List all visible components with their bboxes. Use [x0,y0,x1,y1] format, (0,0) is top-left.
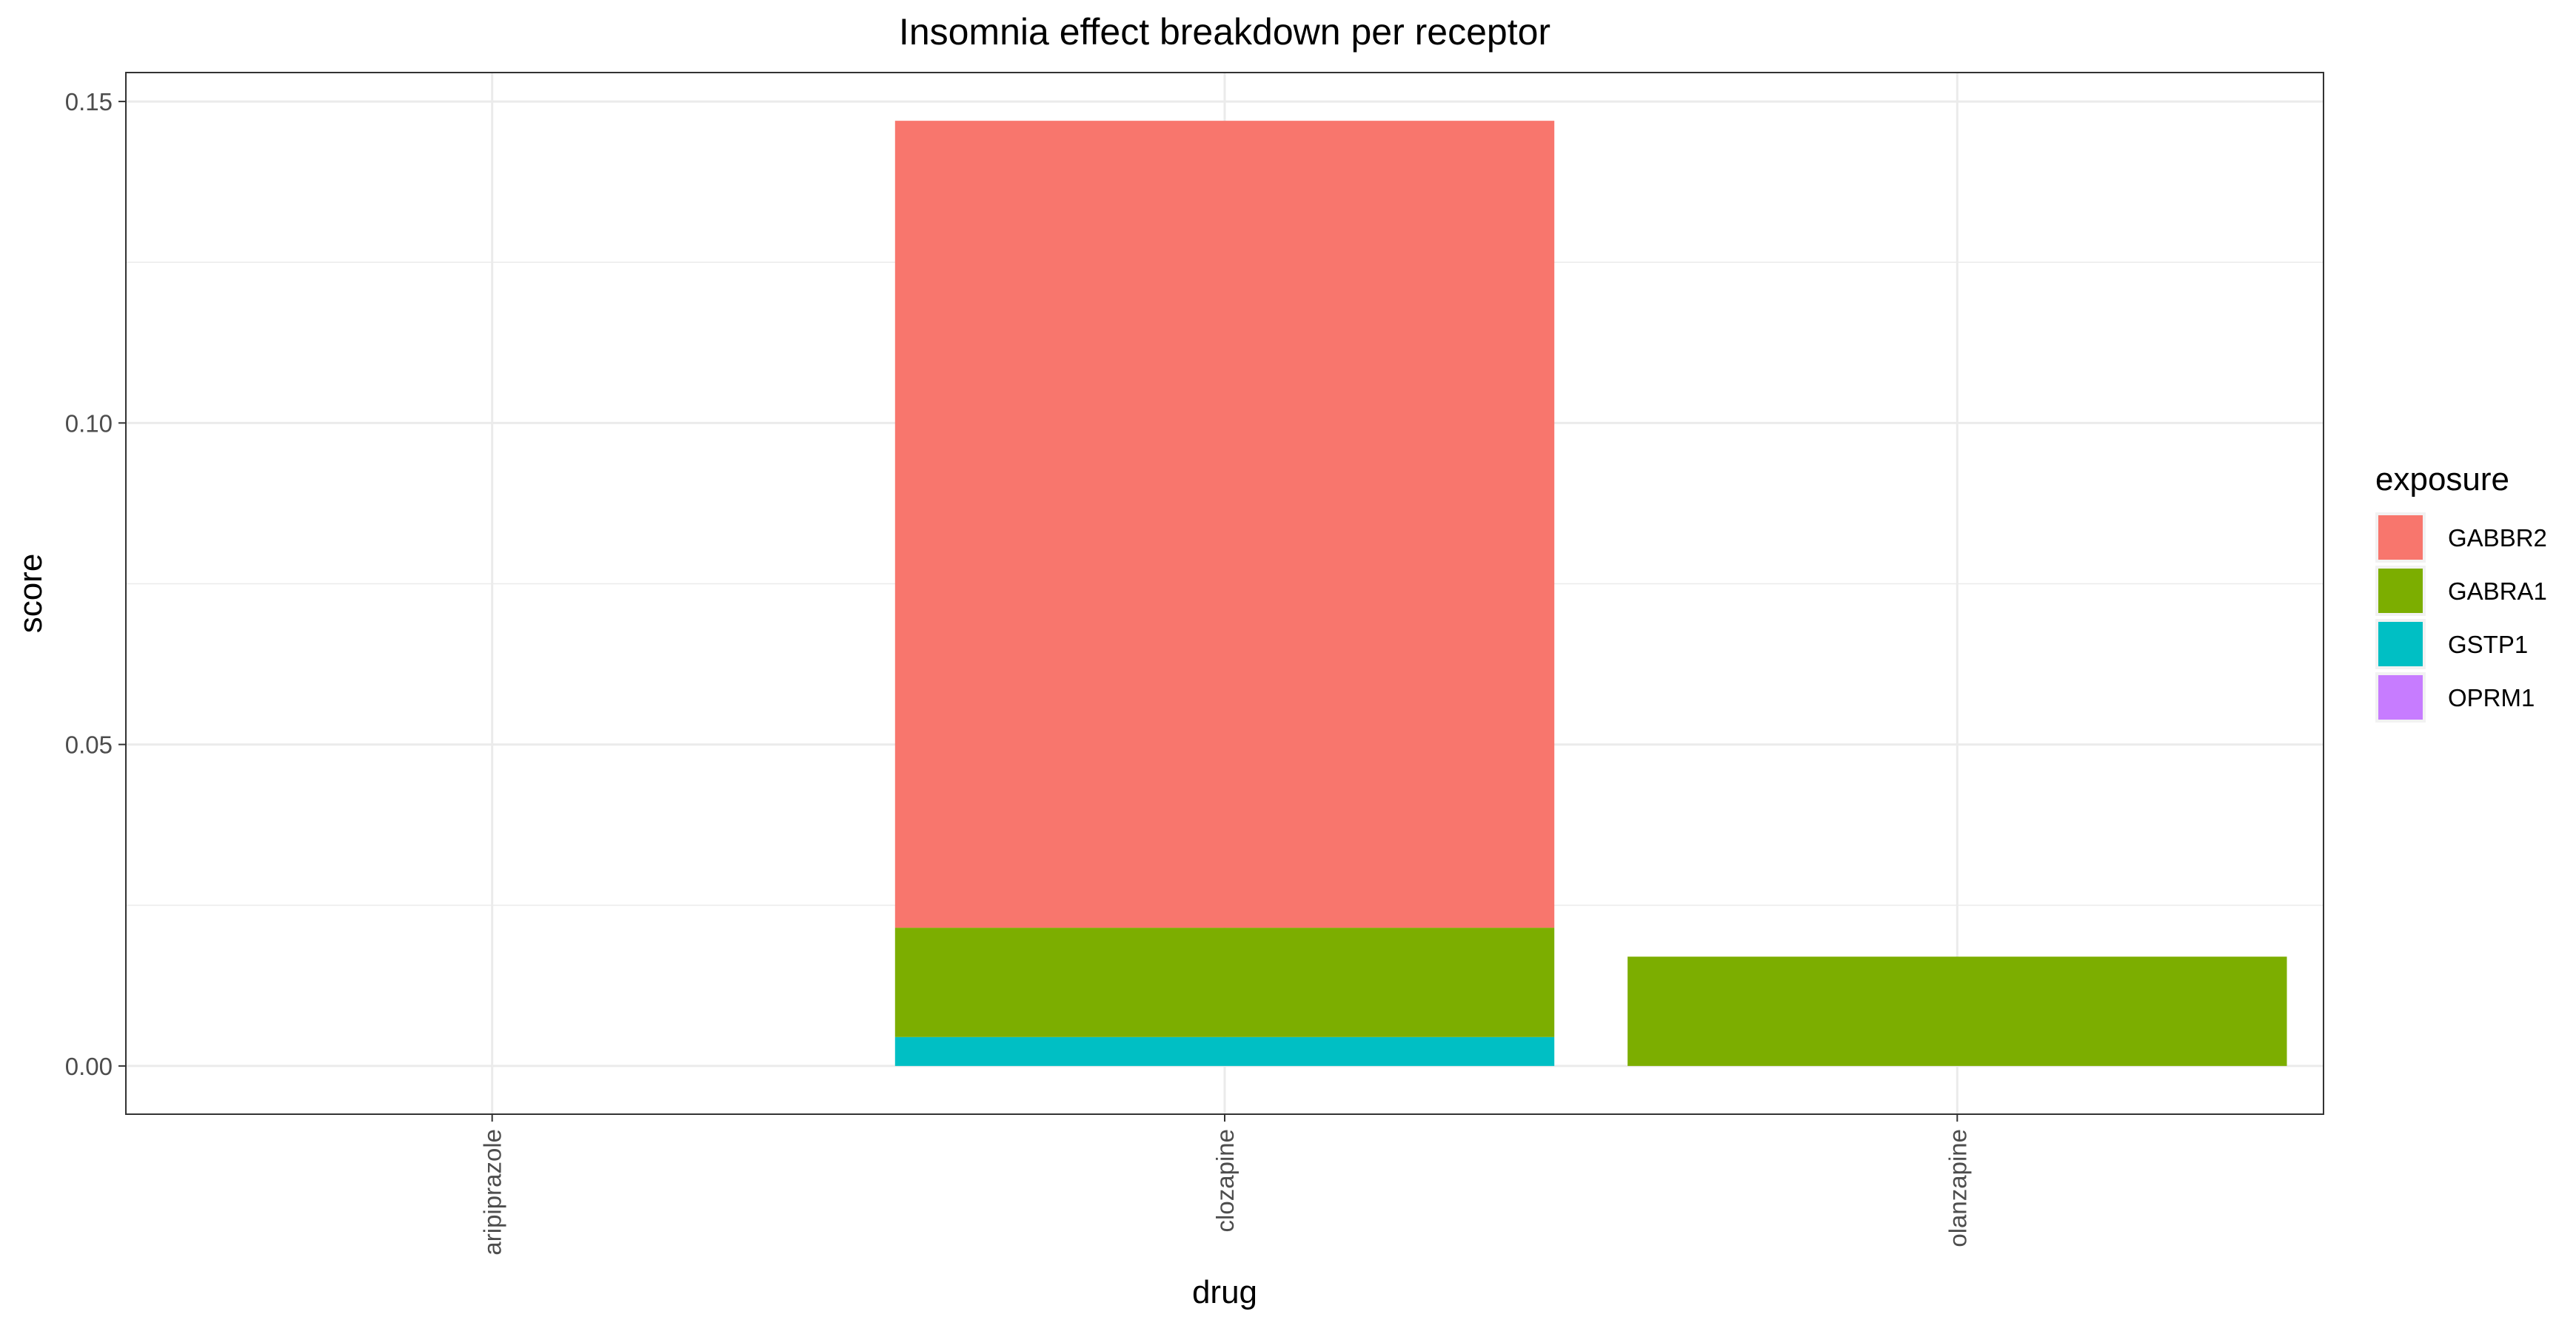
legend-swatch-gabra1 [2378,569,2423,613]
y-axis-title: score [13,554,49,634]
legend-label: GABRA1 [2448,577,2547,605]
legend-swatch-gstp1 [2378,622,2423,666]
legend-swatch-oprm1 [2378,675,2423,720]
legend: exposure GABBR2 GABRA1 GSTP1 OPRM1 [2375,461,2547,723]
y-tick-label: 0.00 [65,1053,113,1080]
legend-title: exposure [2375,461,2509,497]
chart-title: Insomnia effect breakdown per receptor [899,11,1550,53]
x-tick-label: aripiprazole [479,1129,506,1256]
x-tick-label: olanzapine [1944,1129,1971,1247]
bars [894,121,2287,1066]
bar-gabra1 [894,928,1555,1037]
y-tick-label: 0.05 [65,731,113,759]
bar-gabbr2 [894,121,1555,928]
axes: 0.00 0.05 0.10 0.15 aripiprazole clozapine ola… [65,88,1972,1256]
x-tick-label: clozapine [1211,1129,1239,1232]
y-tick-label: 0.10 [65,409,113,437]
y-tick-label: 0.15 [65,88,113,115]
x-axis-title: drug [1192,1274,1257,1310]
legend-label: GABBR2 [2448,524,2547,552]
bar-gstp1 [894,1036,1555,1066]
legend-label: OPRM1 [2448,684,2535,711]
legend-label: GSTP1 [2448,631,2528,658]
bar-gabra1 [1627,957,2287,1066]
legend-swatch-gabbr2 [2378,515,2423,560]
